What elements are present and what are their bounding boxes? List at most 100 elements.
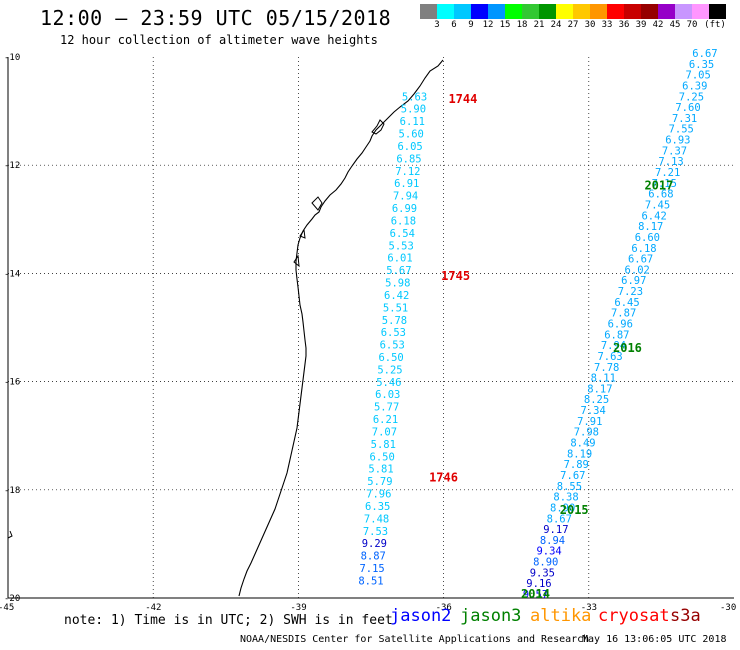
satellite-legend-jason2: jason2: [390, 606, 452, 626]
cryosat-wave-height: 5.78: [382, 315, 407, 327]
cryosat-wave-height: 6.53: [380, 340, 405, 352]
cryosat-wave-height: 5.25: [377, 364, 402, 376]
satellite-legend-jason3: jason3: [460, 606, 522, 626]
map-grid: [8, 57, 734, 598]
cryosat-wave-height: 5.81: [368, 464, 393, 476]
coastline: [238, 59, 444, 597]
cryosat-wave-height: 5.67: [386, 265, 411, 277]
cryosat-wave-height: 6.11: [400, 116, 425, 128]
color-scale-swatches: [420, 4, 740, 19]
color-scale-label: 45: [669, 20, 681, 30]
jason3-wave-height: 7.67: [560, 470, 585, 482]
cryosat-wave-height: 5.77: [374, 402, 399, 414]
cryosat-wave-height: 5.81: [371, 439, 396, 451]
color-swatch: [709, 4, 726, 19]
jason3-wave-height: 9.34: [536, 546, 561, 558]
jason3-wave-height: 7.55: [669, 124, 694, 136]
jason3-wave-height: 8.90: [533, 557, 558, 569]
jason3-wave-height: 7.37: [662, 145, 687, 157]
latitude-label: -16: [4, 378, 20, 388]
cryosat-wave-height: 7.48: [364, 513, 389, 525]
jason3-wave-height: 6.87: [604, 329, 629, 341]
pass-time-label: 2017: [644, 179, 673, 193]
longitude-label: -30: [720, 603, 736, 613]
jason3-wave-height: 7.91: [577, 416, 602, 428]
jason3-wave-height: 7.13: [658, 156, 683, 168]
date-labels: 2017 2016 2015 2014: [521, 179, 673, 601]
pass-time-label: 2015: [560, 503, 589, 517]
color-swatch: [573, 4, 590, 19]
jason3-wave-height: 7.60: [675, 102, 700, 114]
cryosat-wave-height: 6.54: [390, 228, 415, 240]
jason3-wave-height: 8.25: [584, 394, 609, 406]
cryosat-wave-height: 7.15: [359, 563, 384, 575]
jason3-wave-height: 8.38: [553, 492, 578, 504]
color-scale-label: 39: [635, 20, 647, 30]
jason3-wave-height: 7.15: [652, 178, 677, 190]
jason3-track: 6.676.357.056.397.257.607.317.556.937.37…: [523, 48, 718, 601]
jason3-wave-height: 7.23: [618, 286, 643, 298]
jason3-wave-height: 8.49: [570, 438, 595, 450]
color-swatch: [539, 4, 556, 19]
jason3-wave-height: 8.55: [557, 481, 582, 493]
pass-time-label: 2016: [613, 341, 642, 355]
latitude-label: -18: [4, 486, 20, 496]
cryosat-wave-height: 7.12: [395, 166, 420, 178]
cryosat-wave-height: 5.98: [385, 278, 410, 290]
cryosat-track: 5.635.906.115.606.056.857.126.917.946.99…: [358, 91, 427, 587]
color-scale-legend: 3 6 9 12 15 18 21 24 27 30 33 36 39 42 45 70 (ft): [420, 4, 740, 33]
cryosat-wave-height: 6.85: [396, 153, 421, 165]
cryosat-wave-height: 6.21: [373, 414, 398, 426]
color-scale-label: 24: [550, 20, 562, 30]
jason3-wave-height: 6.35: [689, 59, 714, 71]
color-swatch: [641, 4, 658, 19]
color-swatch: [624, 4, 641, 19]
jason3-wave-height: 7.21: [655, 167, 680, 179]
jason3-wave-height: 7.31: [672, 113, 697, 125]
cryosat-wave-height: 9.29: [362, 538, 387, 550]
jason3-wave-height: 7.98: [574, 427, 599, 439]
jason3-wave-height: 7.45: [645, 199, 670, 211]
color-swatch: [505, 4, 522, 19]
jason3-wave-height: 7.94: [601, 340, 626, 352]
color-swatch: [437, 4, 454, 19]
color-scale-label: 3: [434, 20, 440, 30]
cryosat-wave-height: 5.90: [401, 104, 426, 116]
cryosat-wave-height: 6.50: [370, 451, 395, 463]
color-scale-label: 30: [584, 20, 596, 30]
jason3-wave-height: 6.67: [692, 48, 717, 60]
coastline-details: [7, 119, 385, 539]
color-scale-label: 27: [567, 20, 579, 30]
satellite-legend-altika: altika: [530, 606, 592, 626]
jason3-wave-height: 7.89: [564, 459, 589, 471]
jason3-wave-height: 8.67: [547, 513, 572, 525]
jason3-wave-height: 6.45: [614, 297, 639, 309]
jason3-wave-height: 9.35: [530, 567, 555, 579]
color-swatch: [556, 4, 573, 19]
jason3-wave-height: 6.39: [682, 80, 707, 92]
cryosat-wave-height: 6.35: [365, 501, 390, 513]
latitude-label: -20: [4, 594, 20, 604]
longitude-label: -36: [436, 603, 452, 613]
cryosat-wave-height: 5.63: [402, 91, 427, 103]
color-swatch: [522, 4, 539, 19]
jason3-wave-height: 8.94: [540, 535, 565, 547]
color-swatch: [590, 4, 607, 19]
color-swatch: [675, 4, 692, 19]
latitude-labels: -10 -12 -14 -16 -18 -20: [4, 53, 20, 604]
longitude-label: -45: [0, 603, 14, 613]
jason3-wave-height: 6.67: [628, 254, 653, 266]
cryosat-wave-height: 8.51: [358, 575, 383, 587]
jason3-wave-height: 7.34: [581, 405, 606, 417]
color-swatch: [658, 4, 675, 19]
cryosat-wave-height: 6.03: [375, 389, 400, 401]
jason3-wave-height: 7.78: [594, 362, 619, 374]
jason3-wave-height: 9.17: [543, 524, 568, 536]
jason3-wave-height: 6.02: [625, 264, 650, 276]
cryosat-wave-height: 5.79: [367, 476, 392, 488]
jason3-wave-height: 6.60: [635, 232, 660, 244]
jason3-wave-height: 6.68: [648, 189, 673, 201]
color-scale-label: 36: [618, 20, 630, 30]
cryosat-wave-height: 6.18: [391, 215, 416, 227]
time-labels: 1744 1745 1746: [429, 92, 477, 485]
